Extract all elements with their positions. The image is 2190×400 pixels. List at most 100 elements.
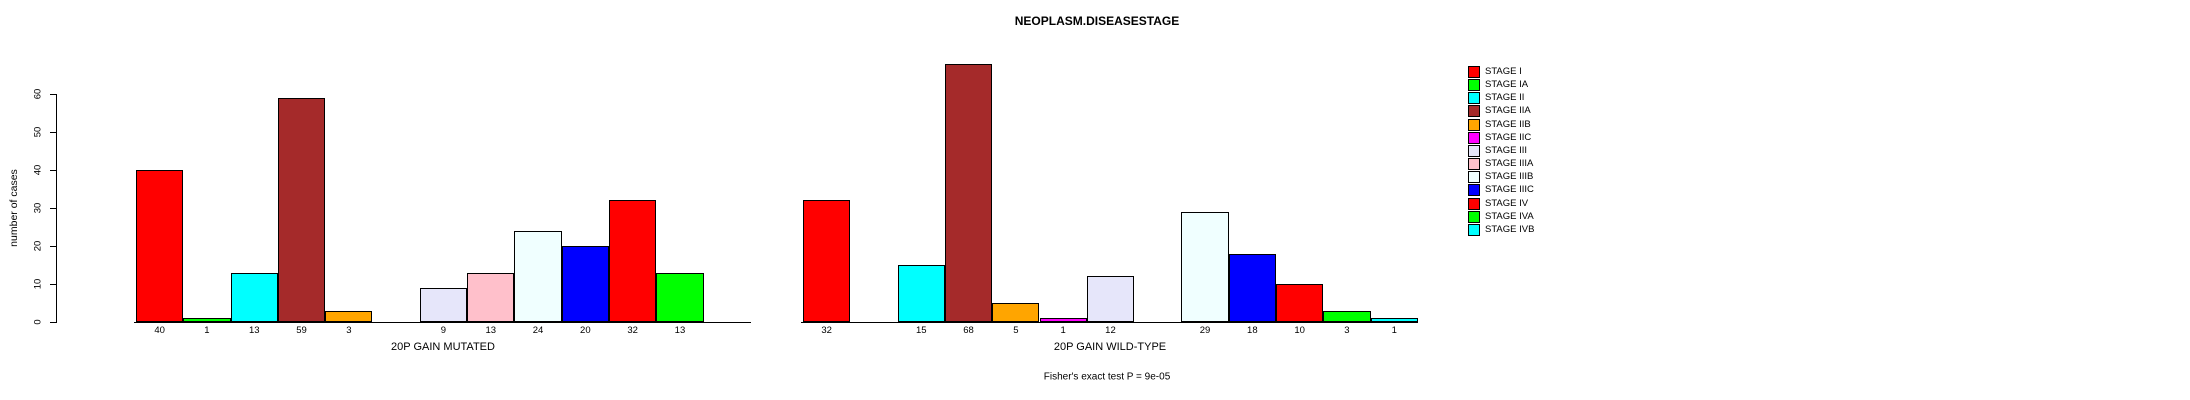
y-tick bbox=[50, 170, 56, 171]
bar-value-label: 59 bbox=[296, 325, 307, 336]
bar-value-label: 13 bbox=[485, 325, 497, 336]
bar-value-label: 10 bbox=[1294, 325, 1305, 336]
chart-title: NEOPLASM.DISEASESTAGE bbox=[1014, 14, 1180, 28]
bar-value-label: 18 bbox=[1247, 325, 1258, 336]
legend-swatch bbox=[1468, 158, 1480, 171]
legend-item-stage-iia: STAGE IIA bbox=[1468, 105, 1531, 118]
bar-value-label: 20 bbox=[580, 325, 591, 336]
y-tick-label: 10 bbox=[32, 278, 44, 290]
legend-swatch bbox=[1468, 171, 1480, 184]
bar-value-label: 1 bbox=[1391, 325, 1397, 336]
legend-item-stage-iiia: STAGE IIIA bbox=[1468, 158, 1534, 171]
bar-20p-gain-wild-type-stage-iiic bbox=[1228, 253, 1276, 322]
legend-swatch bbox=[1468, 197, 1480, 210]
y-tick-label: 60 bbox=[32, 88, 44, 100]
bar-20p-gain-mutated-stage-iva bbox=[656, 272, 704, 322]
legend-item-stage-ii: STAGE II bbox=[1468, 92, 1525, 105]
legend-label: STAGE I bbox=[1485, 66, 1522, 77]
legend-label: STAGE IIC bbox=[1485, 131, 1532, 143]
legend-item-stage-iiic: STAGE IIIC bbox=[1468, 184, 1534, 197]
legend-swatch bbox=[1468, 131, 1480, 144]
bar-20p-gain-wild-type-stage-iib bbox=[992, 303, 1040, 322]
bar-value-label: 9 bbox=[440, 325, 447, 336]
legend-item-stage-iib: STAGE IIB bbox=[1468, 118, 1531, 131]
y-tick-label: 50 bbox=[32, 126, 44, 138]
bar-value-label: 13 bbox=[248, 325, 260, 336]
bar-20p-gain-wild-type-stage-iii bbox=[1086, 276, 1135, 322]
y-tick-label: 0 bbox=[32, 319, 44, 325]
x-axis-line-20p-gain-wild-type bbox=[801, 322, 1418, 323]
legend-swatch bbox=[1468, 144, 1480, 157]
bar-20p-gain-mutated-stage-iiib bbox=[514, 230, 562, 322]
bar-value-label: 32 bbox=[627, 325, 638, 336]
legend-item-stage-i: STAGE I bbox=[1468, 66, 1522, 78]
bar-value-label: 13 bbox=[674, 325, 686, 336]
legend-item-stage-iic: STAGE IIC bbox=[1468, 131, 1532, 144]
bar-value-label: 68 bbox=[963, 325, 974, 336]
fisher-test-annotation: Fisher's exact test P = 9e-05 bbox=[1043, 371, 1171, 383]
legend-label: STAGE IIB bbox=[1485, 118, 1531, 130]
x-axis-title-wild-type: 20P GAIN WILD-TYPE bbox=[1053, 341, 1167, 353]
bar-value-label: 1 bbox=[204, 325, 210, 336]
bar-20p-gain-wild-type-stage-iv bbox=[1276, 284, 1324, 322]
bar-value-label: 3 bbox=[346, 325, 352, 336]
y-tick bbox=[50, 284, 56, 285]
bar-value-label: 3 bbox=[1344, 325, 1350, 336]
legend-item-stage-iv: STAGE IV bbox=[1468, 197, 1529, 210]
x-axis-title-mutated: 20P GAIN MUTATED bbox=[391, 341, 495, 353]
legend-swatch bbox=[1468, 184, 1480, 197]
bar-20p-gain-mutated-stage-iiic bbox=[561, 246, 609, 322]
bar-20p-gain-wild-type-stage-ivb bbox=[1370, 318, 1418, 322]
bar-20p-gain-wild-type-stage-iva bbox=[1323, 310, 1371, 322]
bar-20p-gain-wild-type-stage-i bbox=[803, 200, 851, 322]
legend-swatch bbox=[1468, 92, 1480, 105]
legend-label: STAGE IIIB bbox=[1485, 171, 1534, 183]
bar-value-label: 15 bbox=[915, 325, 927, 336]
y-tick bbox=[50, 208, 56, 209]
bar-value-label: 32 bbox=[821, 325, 832, 336]
bar-20p-gain-wild-type-stage-ii bbox=[897, 265, 945, 322]
bar-20p-gain-wild-type-stage-iia bbox=[944, 63, 993, 322]
legend-swatch bbox=[1468, 223, 1480, 236]
legend-label: STAGE IVA bbox=[1485, 210, 1534, 222]
bar-20p-gain-mutated-stage-ii bbox=[230, 272, 278, 322]
legend-label: STAGE III bbox=[1485, 144, 1528, 156]
bar-20p-gain-wild-type-stage-iic bbox=[1039, 318, 1087, 322]
legend-item-stage-ivb: STAGE IVB bbox=[1468, 223, 1535, 236]
bar-20p-gain-mutated-stage-ia bbox=[183, 318, 231, 322]
bar-value-label: 12 bbox=[1105, 325, 1116, 336]
bar-value-label: 5 bbox=[1013, 325, 1019, 336]
legend-label: STAGE IIIA bbox=[1485, 158, 1534, 170]
bar-value-label: 40 bbox=[154, 325, 165, 336]
legend-item-stage-ia: STAGE IA bbox=[1468, 79, 1529, 92]
bar-20p-gain-mutated-stage-i bbox=[136, 170, 184, 322]
legend-swatch bbox=[1468, 105, 1480, 118]
legend-swatch bbox=[1468, 79, 1480, 92]
y-tick bbox=[50, 94, 56, 95]
y-tick bbox=[50, 132, 56, 133]
bar-20p-gain-mutated-stage-iia bbox=[277, 97, 326, 322]
y-tick-label: 20 bbox=[32, 240, 44, 252]
bar-20p-gain-mutated-stage-iiia bbox=[467, 272, 515, 322]
legend-label: STAGE IA bbox=[1485, 79, 1529, 91]
bar-value-label: 24 bbox=[532, 325, 544, 336]
bar-20p-gain-mutated-stage-iib bbox=[325, 310, 373, 322]
legend-label: STAGE IV bbox=[1485, 197, 1529, 209]
legend-item-stage-iii: STAGE III bbox=[1468, 144, 1528, 157]
bar-20p-gain-mutated-stage-iii bbox=[419, 287, 468, 322]
bar-20p-gain-mutated-stage-iv bbox=[609, 200, 657, 322]
bar-20p-gain-wild-type-stage-iiib bbox=[1181, 211, 1229, 322]
legend-swatch bbox=[1468, 210, 1480, 223]
legend-label: STAGE IVB bbox=[1485, 223, 1535, 235]
y-tick-label: 40 bbox=[32, 164, 44, 176]
legend-label: STAGE IIA bbox=[1485, 105, 1531, 117]
y-tick bbox=[50, 322, 56, 323]
x-axis-line-20p-gain-mutated bbox=[134, 322, 751, 323]
bar-value-label: 1 bbox=[1060, 325, 1066, 336]
legend-swatch bbox=[1468, 118, 1480, 131]
legend-label: STAGE IIIC bbox=[1485, 184, 1534, 196]
legend-item-stage-iiib: STAGE IIIB bbox=[1468, 171, 1534, 184]
y-axis-line bbox=[56, 94, 57, 323]
legend-label: STAGE II bbox=[1485, 92, 1525, 104]
